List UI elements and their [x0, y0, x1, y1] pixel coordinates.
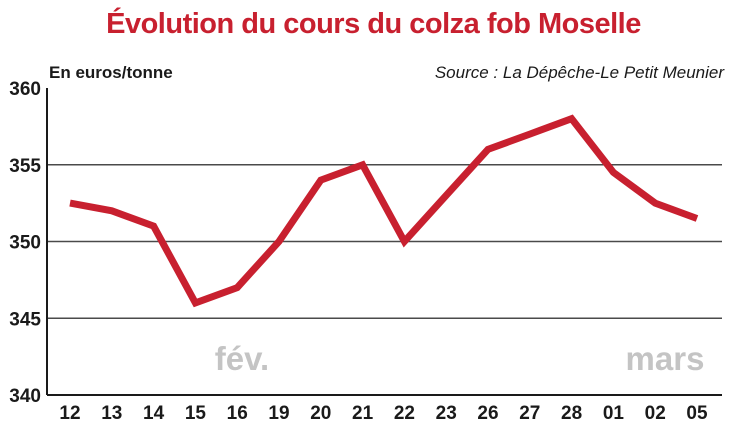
x-tick-label-15: 15 [185, 403, 207, 424]
x-tick-label-22: 22 [394, 403, 415, 424]
x-tick-label-21: 21 [352, 403, 374, 424]
x-tick-label-28: 28 [561, 403, 582, 424]
x-tick-label-14: 14 [143, 403, 165, 424]
x-tick-label-23: 23 [436, 403, 457, 424]
series-line-0 [69, 114, 699, 308]
x-tick-label-19: 19 [268, 403, 289, 424]
y-tick-label-345: 345 [9, 309, 41, 330]
y-tick-label-340: 340 [9, 386, 41, 407]
x-tick-label-20: 20 [310, 403, 331, 424]
x-tick-label-05: 05 [686, 403, 708, 424]
x-tick-label-01: 01 [603, 403, 625, 424]
y-axis-unit-label: En euros/tonne [49, 63, 173, 82]
y-tick-label-350: 350 [9, 233, 41, 254]
x-tick-label-27: 27 [519, 403, 540, 424]
month-label-1: mars [626, 340, 705, 377]
x-tick-label-26: 26 [477, 403, 498, 424]
x-tick-label-12: 12 [59, 403, 80, 424]
y-tick-label-360: 360 [9, 79, 41, 100]
x-tick-label-16: 16 [227, 403, 248, 424]
x-tick-label-02: 02 [645, 403, 666, 424]
x-tick-label-13: 13 [101, 403, 122, 424]
source-label: Source : La Dépêche-Le Petit Meunier [434, 63, 724, 82]
chart-title: Évolution du cours du colza fob Moselle [106, 8, 641, 40]
y-tick-label-355: 355 [9, 156, 41, 177]
month-label-0: fév. [215, 340, 269, 377]
